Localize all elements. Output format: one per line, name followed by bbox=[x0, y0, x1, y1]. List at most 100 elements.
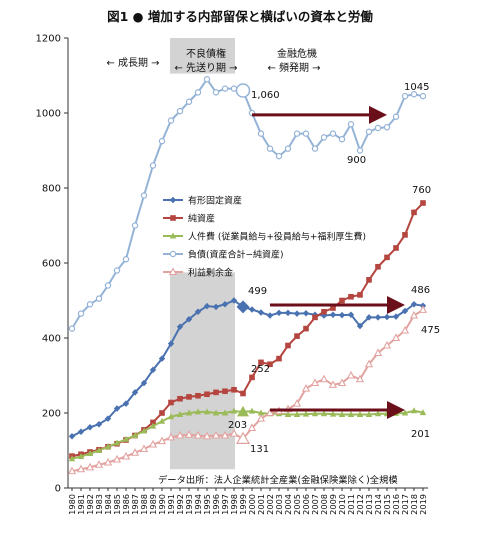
data-point bbox=[195, 392, 201, 399]
data-point bbox=[203, 76, 211, 83]
data-point bbox=[346, 370, 356, 379]
legend-item: 人件費 (従業員給与+役員給与+福利厚生費) bbox=[163, 231, 366, 243]
data-point bbox=[410, 91, 418, 98]
data-point bbox=[302, 130, 310, 137]
retained-highlight-marker bbox=[235, 431, 251, 444]
data-point bbox=[86, 424, 94, 431]
y-tick-label: 1200 bbox=[36, 34, 61, 45]
x-tick-label: 2008 bbox=[319, 494, 329, 515]
data-point bbox=[212, 409, 220, 416]
data-point bbox=[222, 388, 228, 395]
y-tick-label: 1000 bbox=[36, 109, 61, 120]
data-point bbox=[113, 439, 121, 446]
data-point bbox=[348, 293, 354, 300]
x-tick-label: 1995 bbox=[202, 494, 212, 515]
data-point bbox=[374, 410, 382, 417]
legend-label: 有形固定資産 bbox=[188, 195, 242, 207]
data-point bbox=[122, 400, 130, 407]
data-point bbox=[194, 308, 202, 315]
x-tick-label: 2013 bbox=[364, 494, 374, 515]
data-point bbox=[293, 310, 301, 317]
x-tick-label: 1997 bbox=[220, 494, 230, 515]
data-point bbox=[203, 302, 211, 310]
x-tick-label: 1981 bbox=[76, 494, 86, 515]
data-point bbox=[176, 411, 184, 417]
data-point bbox=[213, 389, 219, 396]
x-tick-label: 2012 bbox=[355, 494, 365, 515]
data-point bbox=[186, 394, 192, 400]
data-point bbox=[168, 399, 174, 406]
retained-1999-value: 131 bbox=[250, 444, 269, 455]
x-tick-label: 2009 bbox=[328, 494, 338, 515]
data-point bbox=[347, 311, 355, 318]
data-point bbox=[158, 137, 166, 145]
labor-2019-value: 201 bbox=[411, 429, 430, 440]
data-point bbox=[265, 408, 275, 417]
data-point bbox=[149, 366, 157, 374]
data-point bbox=[382, 340, 392, 349]
data-point bbox=[67, 466, 77, 475]
data-point bbox=[131, 432, 139, 438]
data-point bbox=[320, 410, 328, 417]
data-point bbox=[364, 359, 374, 368]
x-tick-label: 2018 bbox=[409, 494, 419, 515]
y-tick-label: 400 bbox=[42, 334, 61, 345]
data-point bbox=[104, 443, 112, 450]
data-point bbox=[338, 311, 346, 319]
data-point bbox=[185, 409, 193, 416]
data-point bbox=[220, 430, 230, 439]
legend-swatch-marker bbox=[170, 215, 176, 221]
data-point bbox=[356, 322, 364, 330]
data-point bbox=[355, 374, 365, 383]
data-point bbox=[229, 428, 239, 437]
data-point bbox=[311, 410, 319, 417]
period-crisis-label-2: ← 頻発期 → bbox=[267, 61, 320, 74]
data-point bbox=[185, 316, 193, 323]
data-point bbox=[112, 454, 122, 463]
data-point bbox=[212, 303, 220, 311]
x-tick-label: 2016 bbox=[391, 494, 401, 515]
data-point bbox=[338, 136, 346, 143]
period-bad-loans-label-2: ← 先送り期 → bbox=[174, 61, 237, 74]
data-point bbox=[418, 305, 428, 313]
x-tick-label: 2017 bbox=[400, 494, 410, 515]
net-assets-2019-value: 760 bbox=[412, 185, 431, 196]
legend-label: 人件費 (従業員給与+役員給与+福利厚生費) bbox=[188, 231, 366, 243]
data-point bbox=[94, 460, 104, 468]
data-point bbox=[284, 145, 292, 152]
x-tick-label: 2006 bbox=[301, 494, 311, 515]
x-tick-label: 2005 bbox=[292, 494, 302, 515]
data-point bbox=[113, 267, 121, 274]
data-point bbox=[392, 313, 400, 320]
data-point bbox=[167, 413, 175, 420]
data-point bbox=[256, 413, 266, 422]
series-line bbox=[71, 409, 424, 460]
x-tick-label: 2011 bbox=[346, 494, 356, 515]
data-point bbox=[383, 313, 391, 321]
data-point bbox=[257, 130, 265, 137]
data-point bbox=[185, 98, 193, 105]
data-point bbox=[95, 421, 103, 428]
x-tick-label: 1989 bbox=[148, 494, 158, 515]
x-tick-label: 1983 bbox=[94, 494, 104, 515]
data-point bbox=[194, 408, 202, 415]
data-point bbox=[203, 408, 211, 415]
data-point bbox=[257, 409, 265, 416]
data-point bbox=[383, 124, 391, 131]
data-point bbox=[175, 430, 185, 439]
data-point bbox=[158, 355, 166, 362]
x-tick-label: 1980 bbox=[67, 494, 77, 515]
data-point bbox=[176, 323, 184, 330]
data-point bbox=[411, 209, 417, 216]
data-point bbox=[356, 411, 364, 417]
data-point bbox=[248, 407, 256, 414]
x-tick-label: 1986 bbox=[121, 494, 131, 515]
data-point bbox=[275, 152, 283, 160]
data-point bbox=[158, 417, 166, 424]
x-tick-label: 2002 bbox=[265, 494, 275, 515]
data-point bbox=[258, 359, 264, 366]
x-tick-label: 1991 bbox=[166, 494, 176, 515]
data-point bbox=[221, 301, 229, 308]
data-point bbox=[131, 389, 139, 396]
data-point bbox=[420, 200, 426, 206]
